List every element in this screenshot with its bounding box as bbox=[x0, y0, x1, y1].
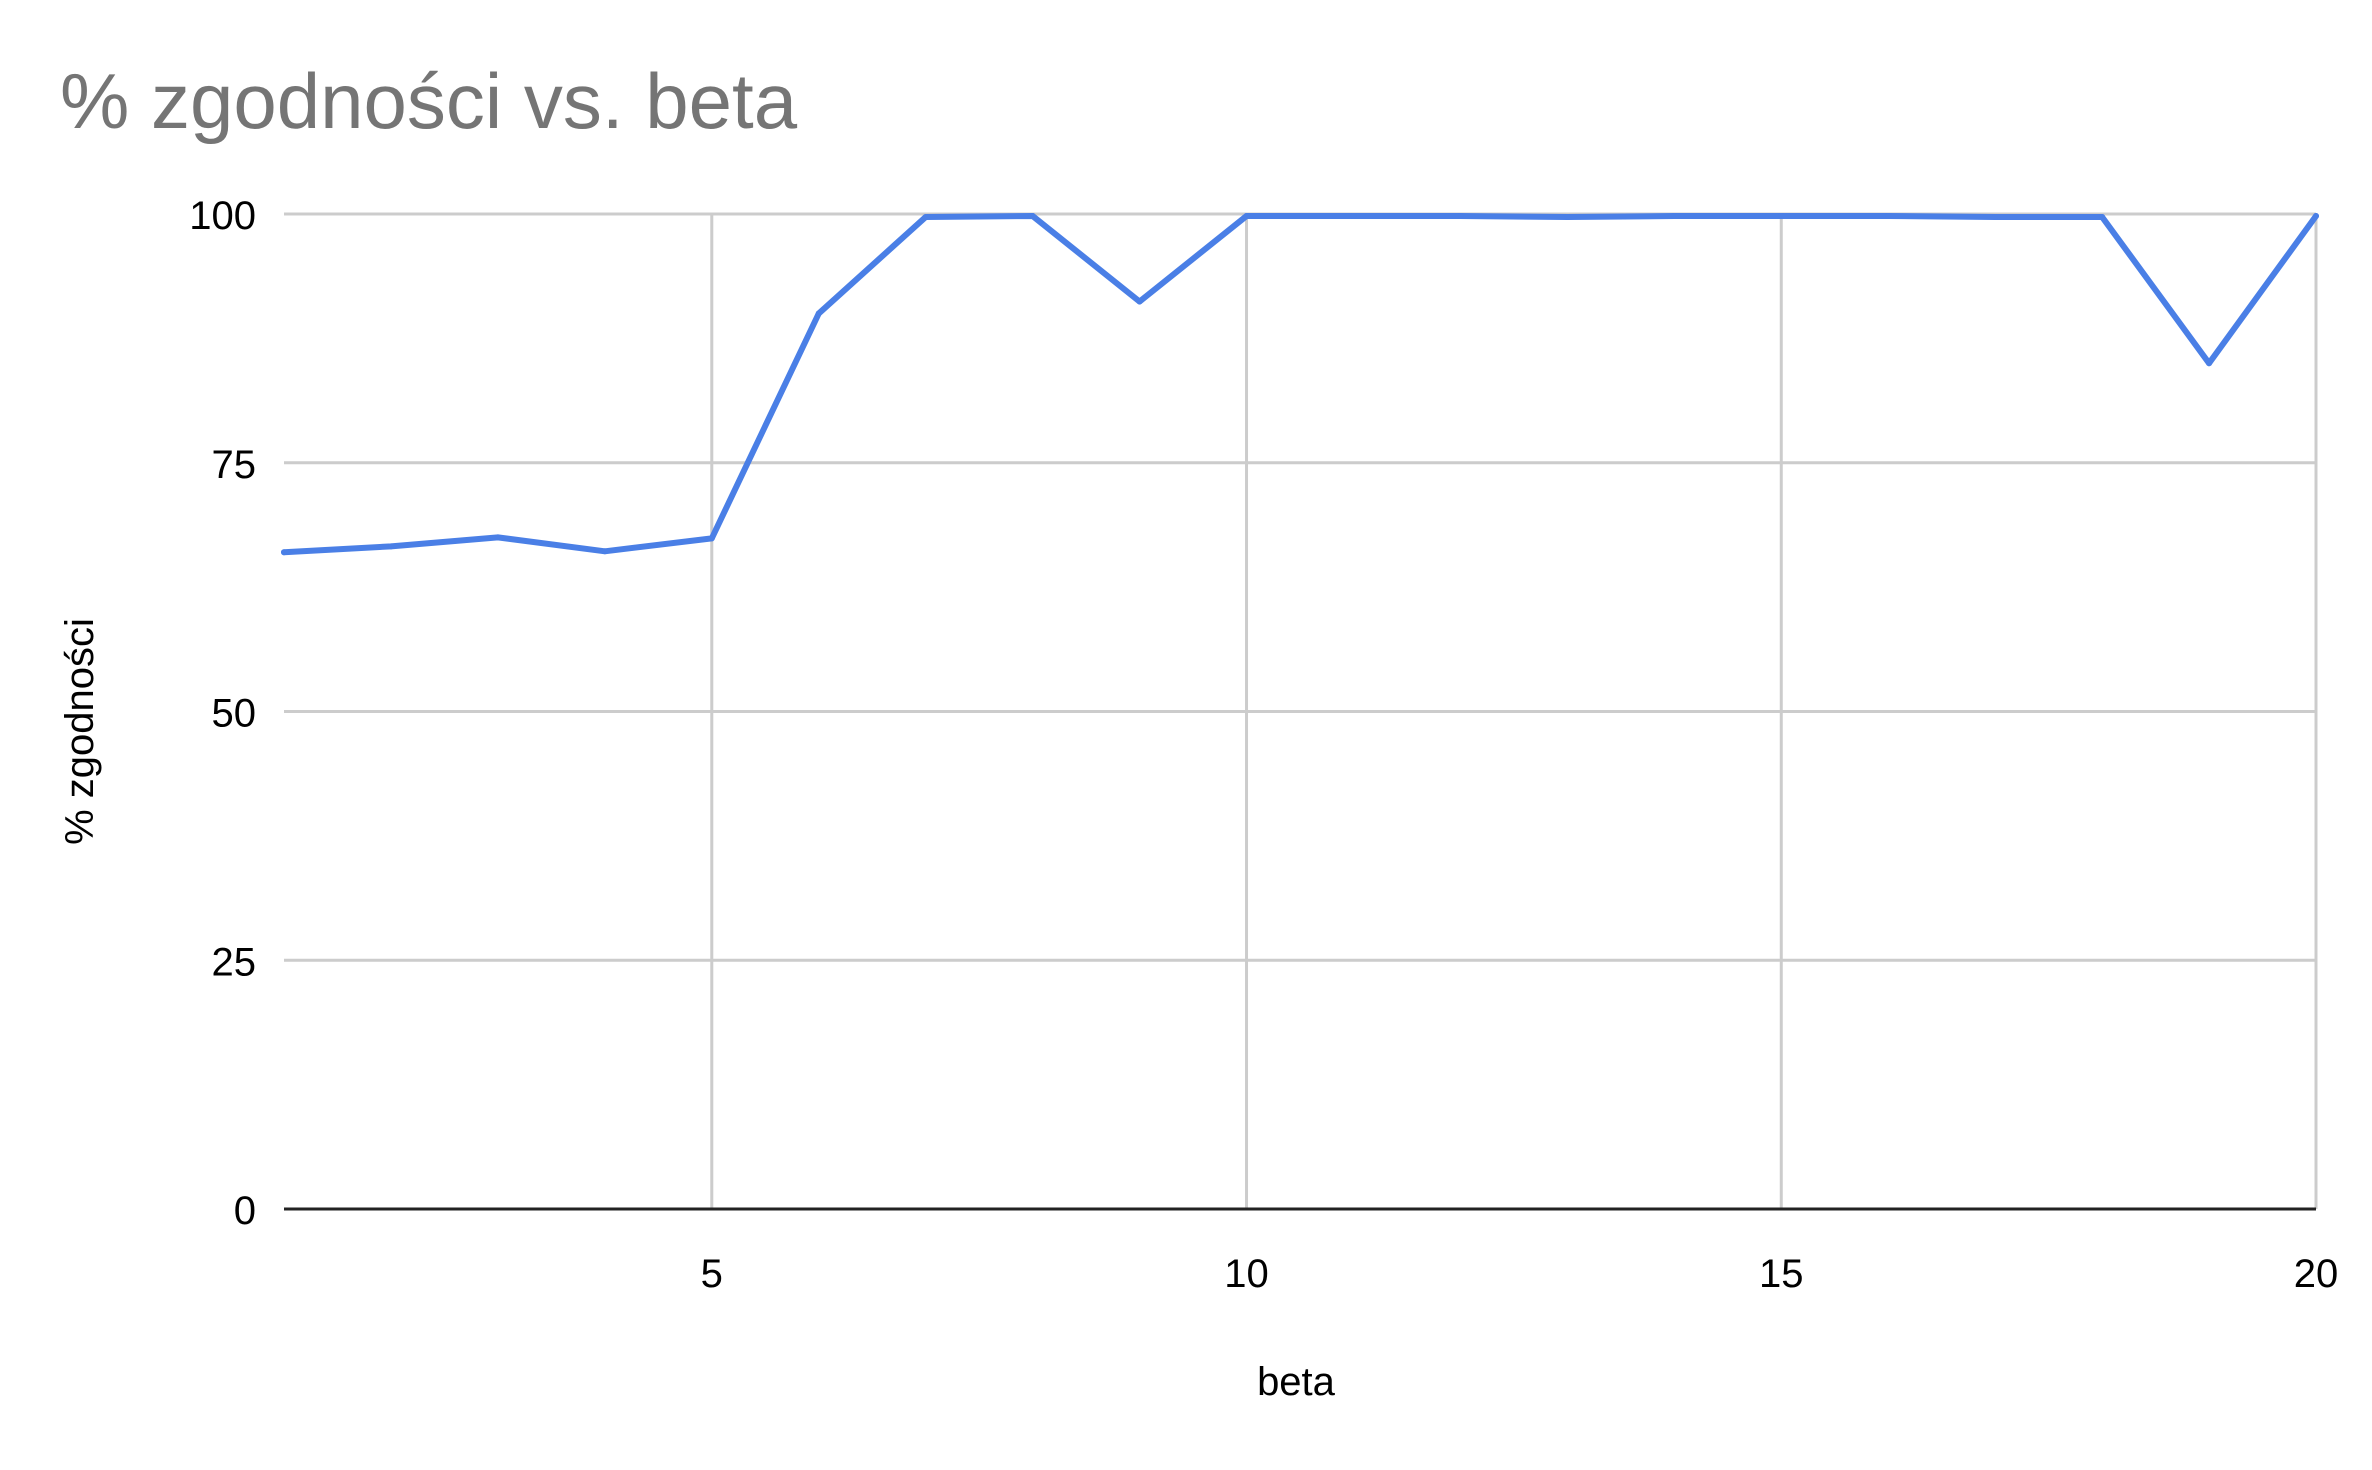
data-point bbox=[1992, 213, 1999, 220]
x-tick-label: 10 bbox=[1224, 1252, 1269, 1296]
y-tick-label: 100 bbox=[189, 194, 256, 238]
data-point bbox=[281, 549, 287, 556]
data-point bbox=[815, 310, 822, 317]
data-point bbox=[1457, 212, 1464, 219]
data-point bbox=[1029, 212, 1036, 219]
data-point bbox=[1778, 212, 1785, 219]
data-point bbox=[1671, 212, 1678, 219]
y-tick-label: 50 bbox=[212, 692, 257, 736]
data-point bbox=[2206, 360, 2213, 367]
y-tick-label: 75 bbox=[212, 443, 257, 487]
y-axis-label: % zgodności bbox=[58, 618, 102, 845]
x-tick-label: 20 bbox=[2294, 1252, 2339, 1296]
x-tick-label: 15 bbox=[1759, 1252, 1804, 1296]
chart-title: % zgodności vs. beta bbox=[60, 57, 798, 145]
x-tick-label: 5 bbox=[701, 1252, 723, 1296]
data-point bbox=[1885, 212, 1892, 219]
data-point bbox=[387, 543, 394, 550]
data-point bbox=[1136, 298, 1143, 305]
y-tick-label: 25 bbox=[212, 940, 257, 984]
data-point bbox=[494, 534, 501, 541]
data-point bbox=[2313, 212, 2319, 219]
data-point bbox=[601, 548, 608, 555]
data-point bbox=[1350, 212, 1357, 219]
data-point bbox=[2099, 213, 2106, 220]
y-tick-label: 0 bbox=[234, 1189, 256, 1233]
data-point bbox=[1243, 212, 1250, 219]
data-point bbox=[708, 535, 715, 542]
series-line bbox=[281, 212, 2319, 556]
x-axis-label: beta bbox=[1257, 1360, 1336, 1404]
data-point bbox=[1564, 213, 1571, 220]
data-point bbox=[922, 213, 929, 220]
